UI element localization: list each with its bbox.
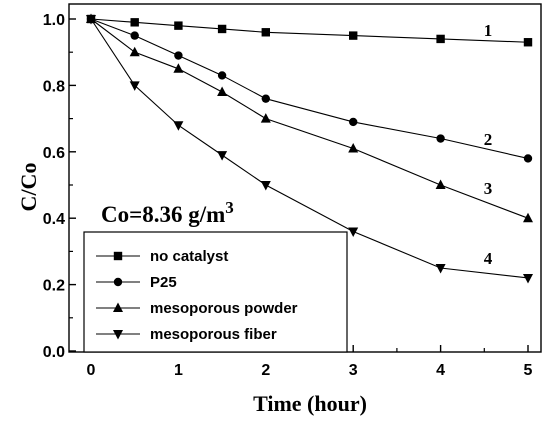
data-point [348, 227, 359, 237]
series-line [90, 18, 529, 219]
legend-label: mesoporous powder [150, 300, 298, 317]
concentration-annotation: Co=8.36 g/m3 [101, 198, 234, 227]
data-point [173, 63, 184, 73]
x-axis-label: Time (hour) [253, 391, 367, 416]
data-point [130, 31, 139, 40]
y-tick-label: 0.4 [43, 211, 65, 228]
legend-item: mesoporous fiber [96, 326, 277, 343]
legend-box [83, 231, 348, 353]
data-point [86, 15, 96, 25]
y-tick-label: 0.6 [43, 145, 65, 162]
x-tick-label: 1 [174, 362, 183, 379]
data-point [349, 31, 358, 40]
data-point [129, 81, 140, 91]
data-point [174, 21, 183, 30]
data-point [436, 134, 445, 143]
curve-label-4: 4 [484, 249, 493, 268]
data-point [130, 18, 139, 27]
data-point [217, 71, 227, 80]
data-point [217, 151, 228, 161]
data-point [523, 38, 533, 47]
y-tick-label: 1.0 [43, 12, 65, 29]
data-point [435, 179, 446, 189]
data-point [523, 154, 533, 163]
data-point [348, 142, 359, 153]
data-point [173, 121, 184, 131]
legend-marker [113, 330, 123, 340]
data-point [261, 28, 270, 37]
data-point [523, 273, 533, 284]
legend-marker [113, 302, 123, 312]
x-tick-label: 0 [87, 362, 96, 379]
curve-label-2: 2 [484, 130, 493, 149]
x-tick-label: 2 [261, 362, 270, 379]
annotation-text: Co=8.36 g/m [101, 202, 225, 227]
curve-labels: 1 2 3 4 [484, 21, 493, 268]
legend-marker [113, 277, 123, 287]
data-point [217, 86, 228, 97]
legend-item: P25 [96, 274, 177, 291]
series-line [90, 18, 529, 279]
data-point [435, 264, 446, 274]
data-point [260, 181, 271, 191]
data-point [261, 94, 270, 103]
annotation-superscript: 3 [225, 198, 234, 217]
data-point [129, 46, 140, 57]
series-triangle-down [86, 15, 533, 284]
series-circle [86, 14, 533, 163]
legend: no catalyst P25 mesoporous powder mesoporou… [83, 231, 348, 353]
legend-label: mesoporous fiber [150, 326, 277, 343]
data-point [436, 34, 445, 44]
curve-label-1: 1 [484, 21, 493, 40]
data-point [174, 51, 183, 60]
legend-label: no catalyst [150, 248, 228, 265]
series-line [90, 18, 529, 159]
curve-label-3: 3 [484, 179, 493, 198]
y-tick-label: 0.0 [43, 344, 65, 361]
y-tick-label: 0.2 [43, 278, 65, 295]
y-tick-label: 0.8 [43, 78, 65, 95]
legend-marker [113, 251, 123, 261]
y-axis-label: C/Co [16, 163, 41, 212]
data-point [349, 117, 358, 127]
x-tick-label: 5 [524, 362, 533, 379]
series-square [86, 14, 533, 47]
x-tick-label: 4 [436, 362, 445, 379]
data-point [260, 113, 271, 123]
legend-label: P25 [150, 274, 177, 291]
series-layer [86, 13, 533, 284]
data-point [523, 212, 533, 223]
series-triangle-up [86, 13, 533, 223]
legend-item: mesoporous powder [96, 300, 298, 317]
legend-item: no catalyst [96, 248, 228, 265]
x-tick-label: 3 [349, 362, 358, 379]
data-point [217, 24, 227, 34]
series-line [90, 18, 529, 43]
